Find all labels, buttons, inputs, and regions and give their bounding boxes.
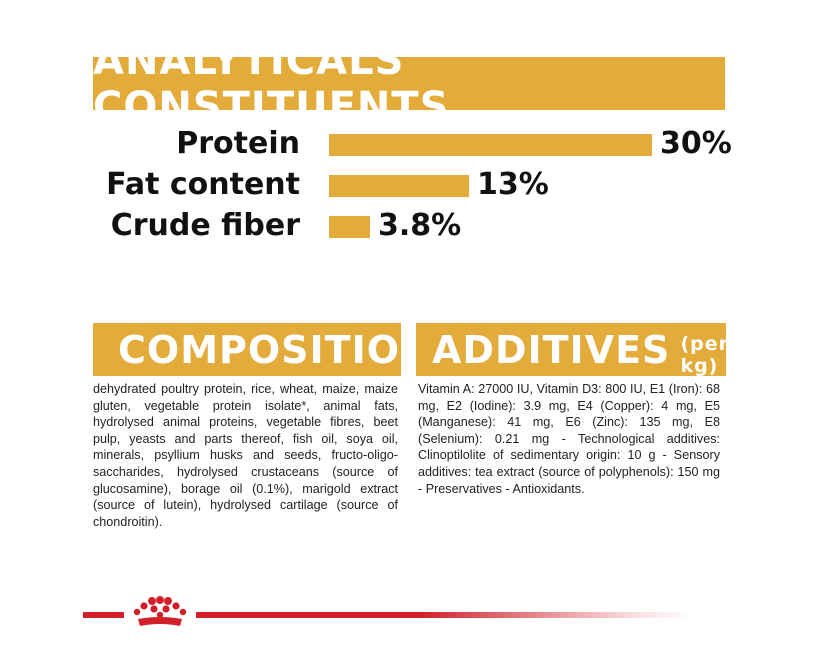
fat-content-value: 13% bbox=[477, 167, 549, 202]
analyticals-title: ANALYTICALS CONSTITUENTS bbox=[93, 38, 725, 130]
additives-text: Vitamin A: 27000 IU, Vitamin D3: 800 IU,… bbox=[418, 382, 720, 496]
fat-content-bar bbox=[329, 175, 469, 197]
crude-fiber-label: Crude fiber bbox=[110, 208, 300, 243]
crude-fiber-value: 3.8% bbox=[378, 208, 462, 243]
protein-value: 30% bbox=[660, 126, 732, 161]
composition-title: COMPOSITION bbox=[93, 323, 432, 376]
footer-divider bbox=[83, 612, 695, 618]
additives-title: ADDITIVES bbox=[432, 327, 671, 372]
fat-content-label: Fat content bbox=[106, 167, 300, 202]
additives-header: ADDITIVES (per kg) bbox=[416, 323, 729, 377]
protein-bar bbox=[329, 134, 652, 156]
crude-fiber-bar bbox=[329, 216, 370, 238]
protein-label: Protein bbox=[176, 126, 300, 161]
composition-text: dehydrated poultry protein, rice, wheat,… bbox=[93, 382, 398, 529]
additives-unit: (per kg) bbox=[680, 332, 729, 377]
royal-canin-crown-icon bbox=[124, 595, 196, 631]
